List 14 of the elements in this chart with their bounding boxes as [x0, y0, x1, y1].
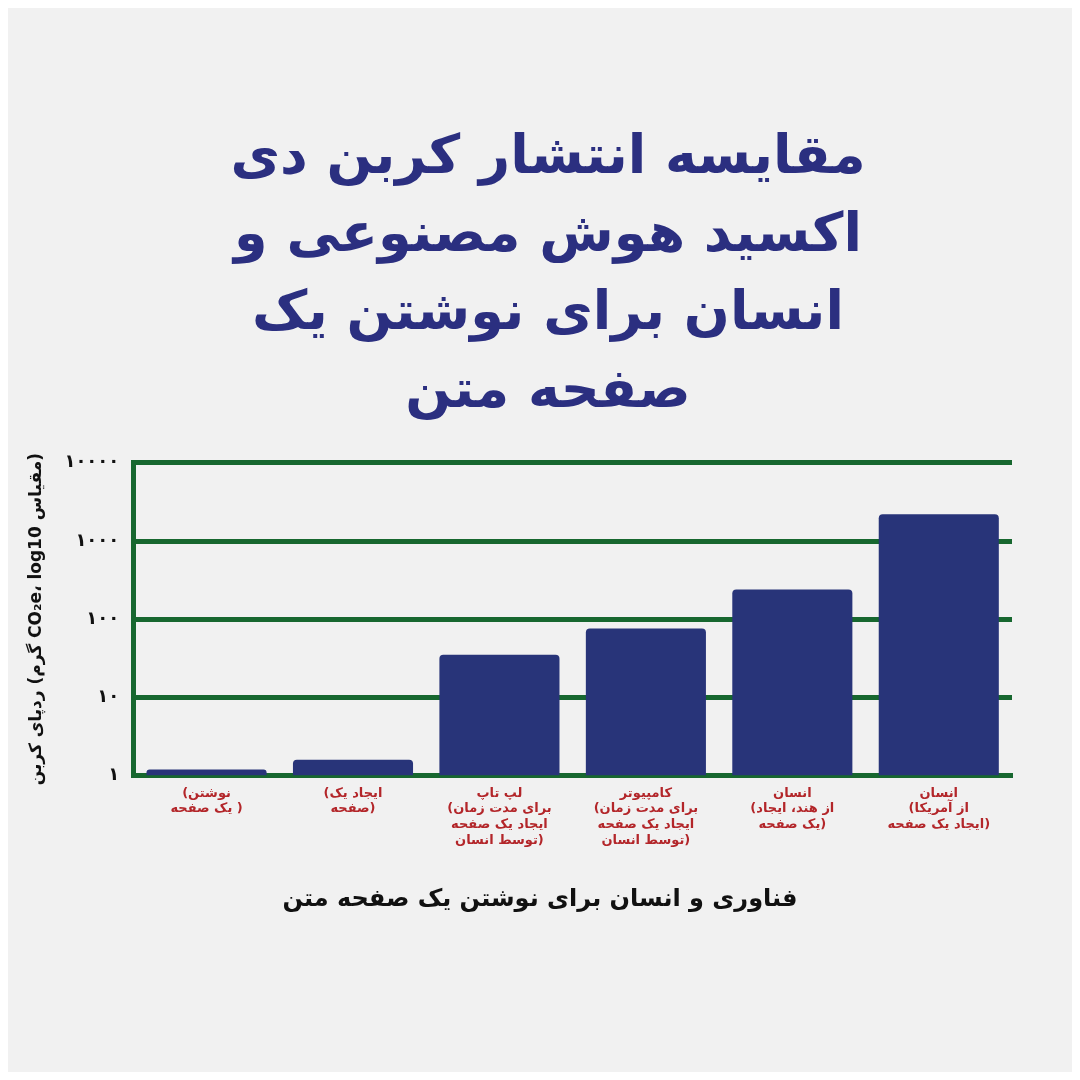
y-tick-label: ۱۰۰۰: [75, 528, 120, 550]
x-tick-label: کامپیوتر (برای مدت زمان ایجاد یک صفحه توسط انسان): [593, 784, 699, 847]
y-tick-label: ۱۰۰۰۰: [64, 450, 120, 472]
x-tick-label: لپ تاپ (برای مدت زمان ایجاد یک صفحه توسط انسان): [447, 784, 552, 847]
x-axis-title: فناوری و انسان برای نوشتن یک صفحه متن: [281, 884, 799, 912]
x-tick-label: (ایجاد یک صفحه): [323, 784, 383, 816]
x-tick-label: انسان (از هند، ایجاد یک صفحه): [750, 784, 835, 831]
y-axis-title: ردپای کربن (گرم CO₂e، log10 مقیاس): [24, 453, 46, 786]
chart-title: مقایسه انتشار کربن دی اکسید هوش مصنوعی و انسان برای نوشتن یک صفحه متن: [229, 122, 867, 422]
x-tick-label: انسان (از آمریکا ایجاد یک صفحه): [887, 784, 991, 831]
x-tick-label: (نوشتن یک صفحه ): [170, 784, 243, 816]
y-tick-label: ۱۰۰: [86, 606, 120, 628]
y-tick-label: ۱: [108, 763, 120, 785]
y-tick-label: ۱۰: [97, 685, 120, 707]
